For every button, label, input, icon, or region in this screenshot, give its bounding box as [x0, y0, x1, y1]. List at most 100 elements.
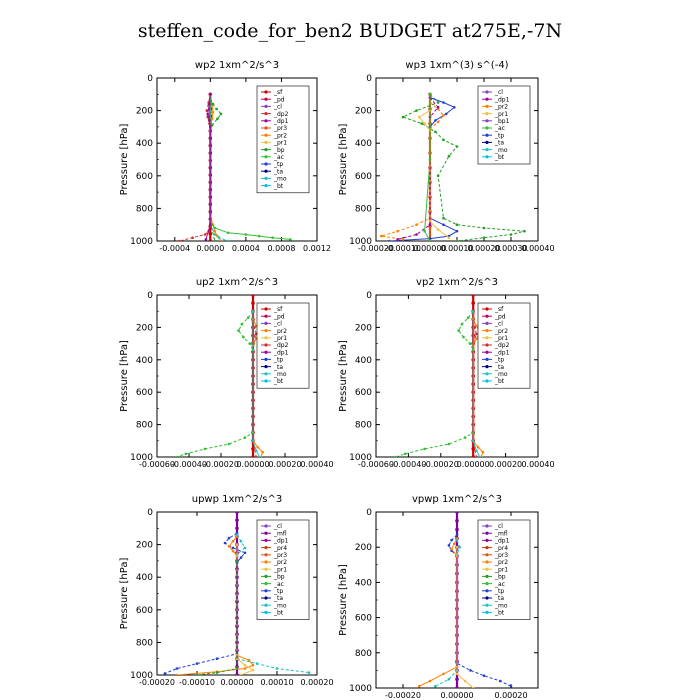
- data-point: [434, 684, 437, 688]
- data-point: [226, 239, 230, 241]
- y-tick-label: 400: [355, 356, 372, 366]
- legend-entry: _dp1: [494, 96, 510, 103]
- data-point: [213, 239, 217, 241]
- data-point: [455, 527, 459, 532]
- data-point: [174, 455, 178, 457]
- x-tick-label: -0.00020: [139, 678, 175, 687]
- x-tick-label: 0.0012: [303, 244, 331, 253]
- legend-entry: _ta: [273, 168, 283, 175]
- data-point: [455, 145, 459, 148]
- legend-marker: [485, 148, 489, 152]
- data-point: [442, 672, 445, 676]
- data-point: [240, 322, 244, 326]
- y-tick-label: 400: [355, 578, 372, 588]
- legend-entry: _mo: [494, 602, 508, 609]
- data-point: [428, 223, 432, 226]
- data-point: [211, 110, 215, 114]
- panel-title: wp3 1xm^(3) s^(-4): [405, 60, 508, 71]
- legend-marker: [264, 574, 268, 579]
- legend-entry: _mo: [494, 371, 508, 378]
- x-tick-label: -0.0004: [159, 244, 190, 253]
- legend-marker: [485, 133, 489, 137]
- series-group: [417, 512, 513, 688]
- legend-entry: _pr1: [494, 566, 508, 573]
- data-point: [471, 295, 475, 297]
- data-point: [498, 679, 502, 683]
- legend-entry: _mo: [494, 147, 508, 154]
- legend-marker: [485, 379, 489, 383]
- data-point: [209, 93, 212, 96]
- series-line-pr2: [381, 102, 445, 240]
- data-point: [447, 442, 451, 446]
- legend-entry: _mo: [273, 176, 287, 183]
- y-tick-label: 1000: [130, 453, 153, 463]
- legend-entry: _pr1: [273, 335, 287, 342]
- data-point: [442, 138, 445, 142]
- legend-entry: _bt: [494, 610, 505, 617]
- data-point: [195, 662, 199, 665]
- data-point: [191, 236, 194, 239]
- data-point: [253, 326, 256, 329]
- legend-entry: _cl: [273, 104, 282, 111]
- data-point: [447, 677, 451, 681]
- legend-entry: _ac: [494, 581, 505, 588]
- data-point: [243, 436, 247, 439]
- legend-marker: [485, 524, 489, 528]
- x-tick-label: 0.00040: [300, 460, 333, 469]
- legend-entry: _ta: [273, 364, 283, 371]
- data-point: [251, 301, 255, 305]
- y-tick-label: 600: [355, 172, 372, 182]
- legend-entry: _dp1: [494, 349, 510, 356]
- legend-marker: [485, 126, 489, 130]
- y-tick-label: 600: [355, 614, 372, 624]
- x-tick-label: 0.00000: [220, 678, 253, 687]
- x-tick-label: 0.00010: [440, 244, 473, 253]
- legend-entry: _mfl: [273, 530, 287, 537]
- legend-entry: _dp1: [494, 538, 510, 545]
- data-point: [455, 239, 459, 241]
- data-point: [475, 324, 478, 328]
- x-tick-label: 0.0008: [267, 244, 295, 253]
- y-axis-label: Pressure [hPa]: [119, 340, 130, 412]
- chart-panel-5: upwp 1xm^2/s^3 Pressure [hPa] 0 200 400 600 80…: [119, 494, 334, 687]
- data-point: [226, 231, 230, 235]
- legend-marker: [264, 567, 268, 571]
- legend-entry: _pr3: [273, 552, 287, 559]
- x-tick-label: 0.00020: [467, 244, 500, 253]
- data-point: [469, 669, 472, 672]
- legend-marker: [264, 538, 268, 543]
- y-axis-label: Pressure [hPa]: [338, 564, 349, 636]
- legend-marker: [264, 119, 268, 123]
- legend-entry: _tp: [273, 161, 283, 168]
- y-tick-label: 800: [355, 421, 372, 431]
- y-tick-label: 1000: [349, 684, 372, 694]
- legend-entry: _sf: [273, 89, 283, 96]
- legend-entry: _pd: [273, 313, 285, 320]
- data-point: [215, 107, 218, 111]
- data-point: [428, 679, 432, 683]
- data-point: [415, 233, 418, 236]
- legend-marker: [264, 90, 268, 94]
- y-axis-label: Pressure [hPa]: [338, 124, 349, 196]
- chart-panel-6: vpwp 1xm^2/s^3 Pressure [hPa] 0 200 400 600 80…: [338, 494, 539, 700]
- legend-entry: _ta: [494, 140, 504, 147]
- data-point: [213, 229, 217, 233]
- x-tick-label: 0.00040: [521, 244, 554, 253]
- data-point: [428, 158, 432, 161]
- data-point: [457, 329, 460, 332]
- data-point: [417, 684, 421, 688]
- y-tick-label: 400: [136, 573, 153, 583]
- data-point: [471, 301, 476, 305]
- legend-marker: [264, 97, 268, 101]
- legend-entry: _pr1: [273, 566, 287, 573]
- legend-marker: [264, 133, 268, 137]
- legend-marker: [264, 553, 268, 557]
- data-point: [210, 117, 214, 121]
- data-point: [428, 220, 432, 223]
- legend-marker: [264, 524, 268, 528]
- data-point: [463, 436, 467, 439]
- panel-title: vpwp 1xm^2/s^3: [412, 494, 502, 505]
- data-point: [471, 439, 475, 443]
- legend-marker: [264, 126, 268, 130]
- legend-marker: [264, 162, 268, 166]
